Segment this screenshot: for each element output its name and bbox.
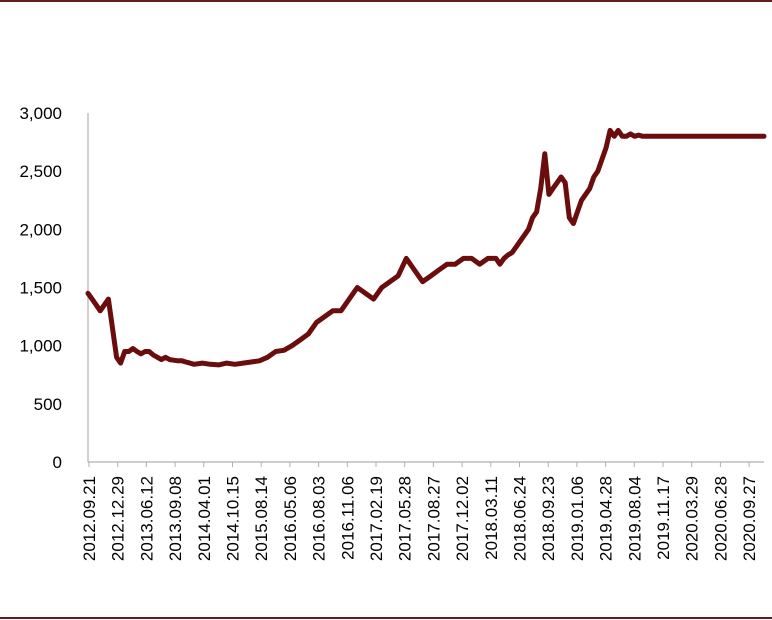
y-tick-label: 500 xyxy=(34,395,62,414)
x-tick-label: 2019.01.06 xyxy=(568,476,587,561)
x-tick-label: 2014.10.15 xyxy=(224,476,243,561)
x-tick-label: 2018.06.24 xyxy=(511,476,530,561)
x-tick-label: 2016.11.06 xyxy=(338,476,357,560)
x-tick-label: 2012.09.21 xyxy=(80,476,99,561)
x-tick-label: 2017.02.19 xyxy=(367,476,386,561)
x-tick-label: 2018.03.11 xyxy=(482,476,501,560)
y-tick-label: 1,500 xyxy=(19,279,62,298)
bottom-rule xyxy=(0,617,772,619)
top-rule xyxy=(0,0,772,2)
x-tick-label: 2020.06.28 xyxy=(711,476,730,561)
x-tick-label: 2017.05.28 xyxy=(396,476,415,561)
y-tick-label: 3,000 xyxy=(19,104,62,123)
y-tick-labels: 0 500 1,000 1,500 2,000 2,500 3,000 xyxy=(19,104,62,472)
x-tick-label: 2014.04.01 xyxy=(195,476,214,561)
series-line xyxy=(85,127,767,368)
y-tick-label: 1,000 xyxy=(19,337,62,356)
x-tick-label: 2019.04.28 xyxy=(597,476,616,561)
x-tick-label: 2016.08.03 xyxy=(310,476,329,561)
x-tick-label: 2012.12.29 xyxy=(109,476,128,561)
y-tick-label: 2,500 xyxy=(19,162,62,181)
x-tick-label: 2020.09.27 xyxy=(740,476,759,561)
y-tick-label: 2,000 xyxy=(19,220,62,239)
x-tick-label: 2013.06.12 xyxy=(137,476,156,561)
x-tick-label: 2015.08.14 xyxy=(252,476,271,561)
x-tick-label: 2013.09.08 xyxy=(166,476,185,561)
x-tick-labels: 2012.09.21 2012.12.29 2013.06.12 2013.09.08… xyxy=(80,462,759,561)
x-tick-label: 2018.09.23 xyxy=(539,476,558,561)
y-tick-label: 0 xyxy=(53,453,62,472)
x-tick-label: 2017.12.02 xyxy=(453,476,472,561)
x-tick-label: 2019.11.17 xyxy=(654,476,673,560)
x-tick-label: 2020.03.29 xyxy=(683,476,702,561)
x-tick-label: 2016.05.06 xyxy=(281,476,300,561)
x-tick-label: 2019.08.04 xyxy=(625,476,644,561)
x-tick-label: 2017.08.27 xyxy=(424,476,443,561)
